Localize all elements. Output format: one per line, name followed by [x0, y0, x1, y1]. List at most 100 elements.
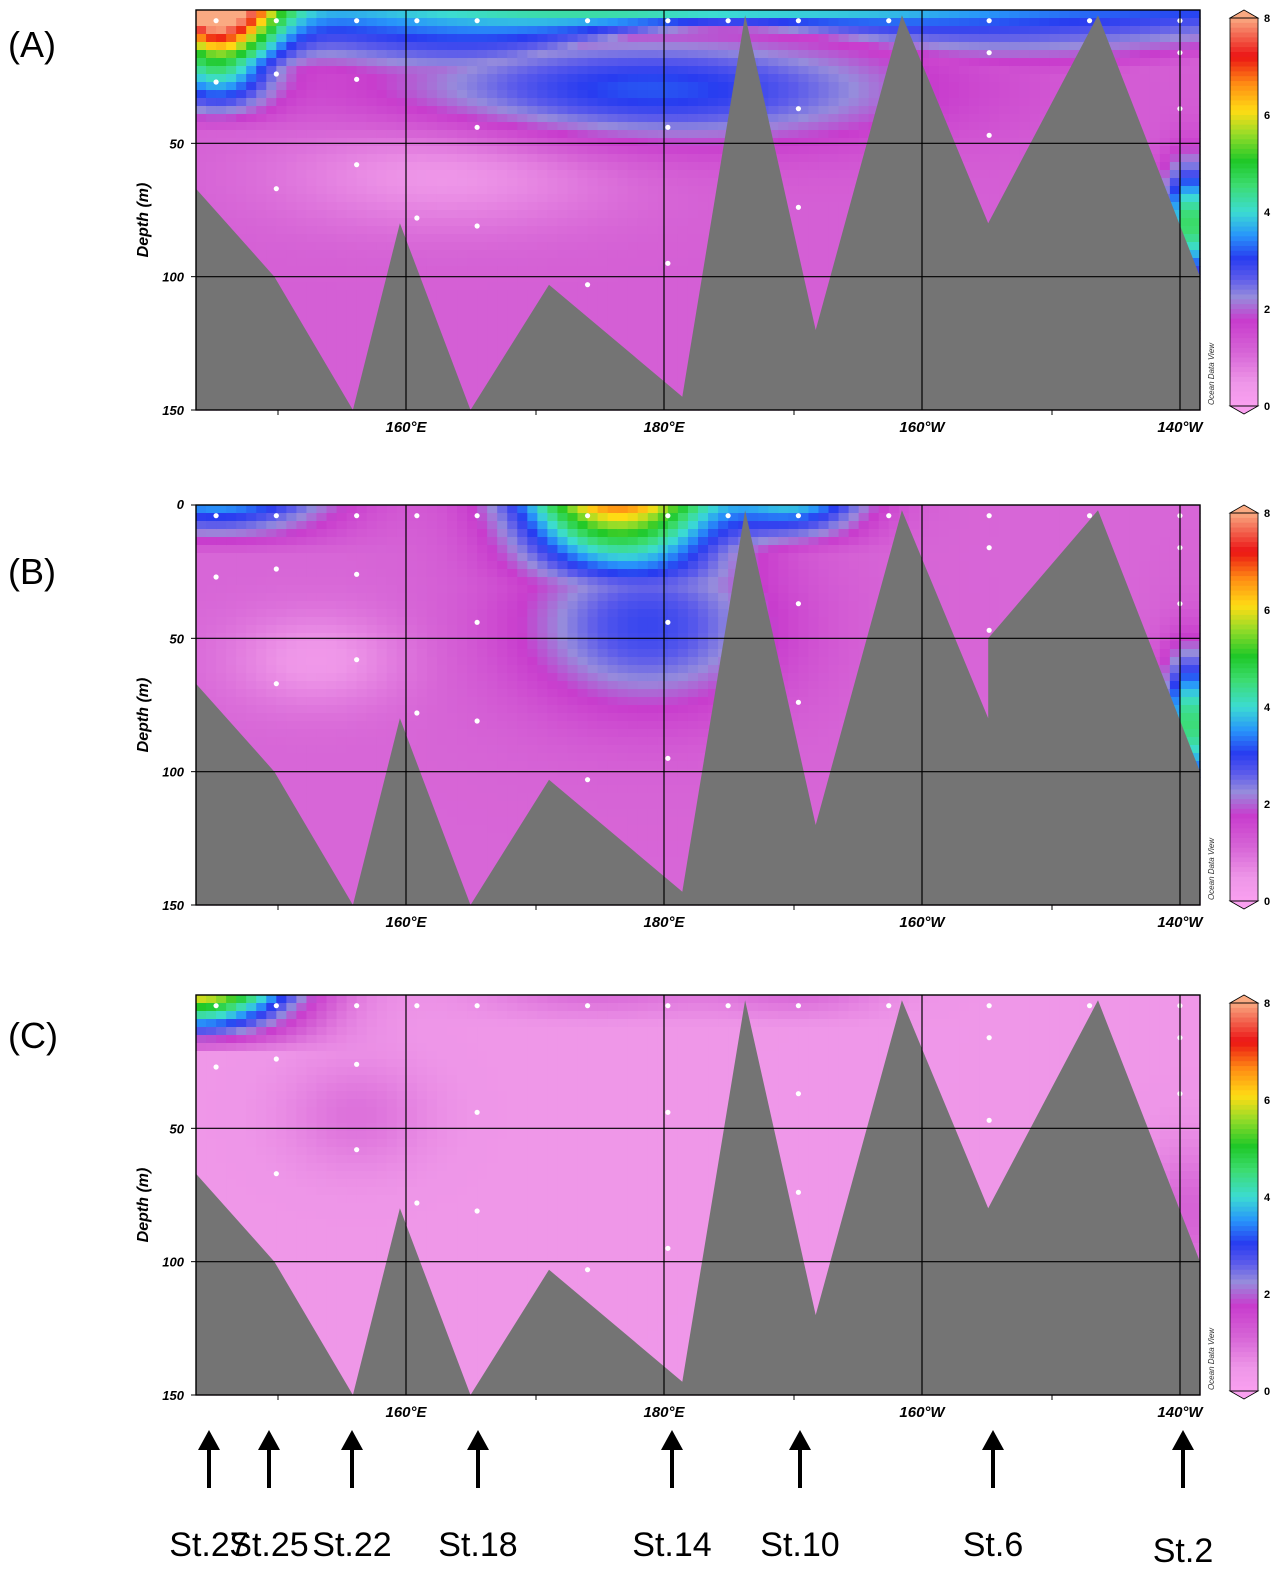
heatmap-cell	[276, 42, 287, 51]
heatmap-cell	[366, 250, 378, 259]
heatmap-cell	[386, 90, 398, 99]
heatmap-cell	[426, 106, 438, 115]
heatmap-cell	[316, 18, 328, 27]
heatmap-cell	[557, 282, 569, 291]
heatmap-cell	[657, 322, 669, 331]
heatmap-cell	[778, 58, 789, 67]
heatmap-cell	[788, 202, 799, 211]
heatmap-cell	[256, 26, 267, 35]
heatmap-cell	[708, 138, 719, 147]
heatmap-cell	[677, 298, 689, 307]
heatmap-cell	[226, 130, 237, 139]
heatmap-cell	[798, 250, 810, 259]
heatmap-cell	[216, 170, 227, 179]
heatmap-cell	[447, 114, 458, 123]
heatmap-cell	[798, 170, 810, 179]
heatmap-cell	[657, 266, 669, 275]
heatmap-cell	[989, 186, 1000, 195]
heatmap-cell	[617, 106, 629, 115]
heatmap-cell	[1179, 178, 1191, 187]
heatmap-cell	[386, 98, 398, 107]
heatmap-cell	[647, 154, 659, 163]
heatmap-cell	[627, 74, 639, 83]
heatmap-cell	[286, 114, 297, 123]
heatmap-cell	[667, 98, 679, 107]
heatmap-cell	[366, 274, 378, 283]
heatmap-cell	[1189, 218, 1201, 227]
heatmap-cell	[788, 42, 799, 51]
heatmap-cell	[969, 98, 980, 107]
heatmap-cell	[677, 290, 689, 299]
heatmap-cell	[336, 258, 348, 267]
heatmap-cell	[567, 274, 579, 283]
heatmap-cell	[647, 210, 659, 219]
heatmap-cell	[256, 146, 267, 155]
heatmap-cell	[547, 18, 559, 27]
heatmap-cell	[477, 258, 488, 267]
heatmap-cell	[999, 18, 1010, 27]
heatmap-cell	[577, 146, 589, 155]
heatmap-cell	[858, 130, 870, 139]
heatmap-cell	[637, 50, 649, 59]
heatmap-cell	[537, 10, 548, 19]
heatmap-cell	[587, 34, 599, 43]
heatmap-cell	[999, 170, 1010, 179]
heatmap-cell	[587, 114, 599, 123]
heatmap-cell	[718, 58, 729, 67]
heatmap-cell	[1059, 10, 1071, 19]
heatmap-cell	[316, 226, 328, 235]
heatmap-cell	[617, 298, 629, 307]
heatmap-cell	[949, 42, 960, 51]
heatmap-cell	[567, 162, 579, 171]
heatmap-cell	[577, 194, 589, 203]
heatmap-cell	[457, 370, 468, 379]
heatmap-cell	[677, 18, 689, 27]
heatmap-cell	[266, 170, 277, 179]
heatmap-cell	[657, 74, 669, 83]
heatmap-cell	[1149, 98, 1161, 107]
heatmap-cell	[296, 234, 308, 243]
heatmap-cell	[306, 130, 318, 139]
heatmap-cell	[467, 282, 478, 291]
heatmap-cell	[1189, 106, 1201, 115]
heatmap-cell	[557, 58, 569, 67]
heatmap-cell	[366, 138, 378, 147]
heatmap-cell	[999, 138, 1010, 147]
heatmap-cell	[416, 98, 428, 107]
heatmap-cell	[356, 322, 368, 331]
heatmap-cell	[527, 266, 538, 275]
heatmap-cell	[346, 202, 358, 211]
heatmap-cell	[607, 266, 619, 275]
heatmap-cell	[346, 314, 358, 323]
heatmap-cell	[276, 114, 287, 123]
heatmap-cell	[657, 138, 669, 147]
heatmap-cell	[467, 58, 478, 67]
heatmap-cell	[547, 34, 559, 43]
heatmap-cell	[376, 226, 388, 235]
heatmap-cell	[577, 274, 589, 283]
heatmap-cell	[838, 138, 850, 147]
heatmap-cell	[667, 122, 679, 131]
heatmap-cell	[687, 106, 699, 115]
heatmap-cell	[979, 66, 990, 75]
heatmap-cell	[637, 26, 649, 35]
heatmap-cell	[728, 58, 739, 67]
heatmap-cell	[316, 194, 328, 203]
heatmap-cell	[1039, 90, 1050, 99]
heatmap-cell	[457, 138, 468, 147]
heatmap-cell	[808, 178, 820, 187]
heatmap-cell	[276, 162, 287, 171]
heatmap-cell	[798, 234, 810, 243]
heatmap-cell	[667, 186, 679, 195]
heatmap-cell	[507, 114, 518, 123]
heatmap-cell	[487, 42, 498, 51]
heatmap-cell	[1129, 82, 1141, 91]
heatmap-cell	[577, 282, 589, 291]
heatmap-cell	[527, 58, 538, 67]
heatmap-cell	[687, 34, 699, 43]
heatmap-cell	[457, 34, 468, 43]
heatmap-cell	[1169, 178, 1181, 187]
heatmap-cell	[326, 146, 338, 155]
heatmap-cell	[236, 202, 247, 211]
heatmap-cell	[497, 42, 508, 51]
